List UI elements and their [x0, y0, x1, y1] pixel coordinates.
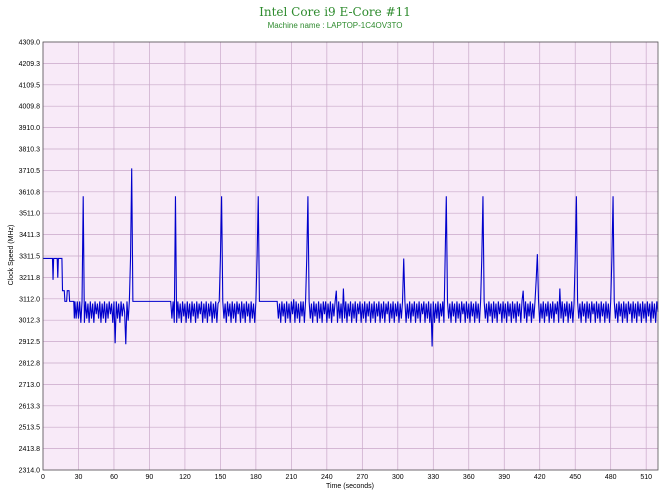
y-tick-label: 2613.3	[19, 403, 41, 410]
x-tick-label: 390	[498, 474, 510, 481]
x-tick-label: 420	[534, 474, 546, 481]
series-line-clock-speed	[43, 168, 659, 347]
y-tick-label: 2812.8	[19, 360, 41, 367]
y-tick-label: 2314.0	[19, 468, 41, 475]
x-axis-ticks: 0 30 60 90 120 150 180 210 240 270 300 330 360 390 420…	[41, 474, 652, 481]
x-tick-label: 360	[463, 474, 475, 481]
x-tick-label: 120	[179, 474, 191, 481]
x-tick-label: 30	[75, 474, 83, 481]
x-tick-label: 150	[215, 474, 227, 481]
y-tick-label: 4309.0	[19, 40, 41, 47]
x-tick-label: 510	[640, 474, 652, 481]
x-tick-label: 0	[41, 474, 45, 481]
y-tick-label: 3112.0	[19, 296, 40, 303]
y-axis-ticks: 4309.0 4209.3 4109.5 4009.8 3910.0 3810.3 3710…	[19, 40, 41, 475]
grid-lines	[42, 41, 658, 471]
y-tick-label: 4209.3	[19, 61, 41, 68]
x-tick-label: 270	[356, 474, 368, 481]
y-tick-label: 3211.8	[19, 275, 40, 282]
x-tick-label: 240	[321, 474, 333, 481]
x-tick-label: 480	[605, 474, 617, 481]
y-tick-label: 3511.0	[19, 211, 40, 218]
y-tick-label: 3411.3	[19, 232, 40, 239]
y-tick-label: 3012.3	[19, 318, 41, 325]
y-axis-label: Clock Speed (MHz)	[8, 225, 15, 286]
x-tick-label: 180	[250, 474, 262, 481]
y-tick-label: 4109.5	[19, 82, 41, 89]
plot-border	[42, 41, 659, 471]
y-tick-label: 3311.5	[19, 254, 40, 261]
x-tick-label: 90	[146, 474, 154, 481]
y-tick-label: 3710.5	[19, 168, 41, 175]
chart-title: Intel Core i9 E-Core #11	[259, 5, 411, 19]
y-tick-label: 2413.8	[19, 446, 41, 453]
x-tick-label: 300	[392, 474, 404, 481]
y-tick-label: 3610.8	[19, 189, 41, 196]
y-tick-label: 2912.5	[19, 339, 41, 346]
x-tick-label: 60	[110, 474, 118, 481]
chart-subtitle: Machine name : LAPTOP-1C4OV3TO	[268, 21, 403, 30]
y-tick-label: 3810.3	[19, 146, 41, 153]
y-tick-label: 3910.0	[19, 125, 41, 132]
y-tick-label: 2513.5	[19, 425, 41, 432]
y-tick-label: 2713.0	[19, 382, 41, 389]
x-tick-label: 330	[427, 474, 439, 481]
y-tick-label: 4009.8	[19, 104, 41, 111]
x-tick-label: 450	[569, 474, 581, 481]
x-axis-label: Time (seconds)	[326, 483, 374, 490]
x-tick-label: 210	[286, 474, 298, 481]
